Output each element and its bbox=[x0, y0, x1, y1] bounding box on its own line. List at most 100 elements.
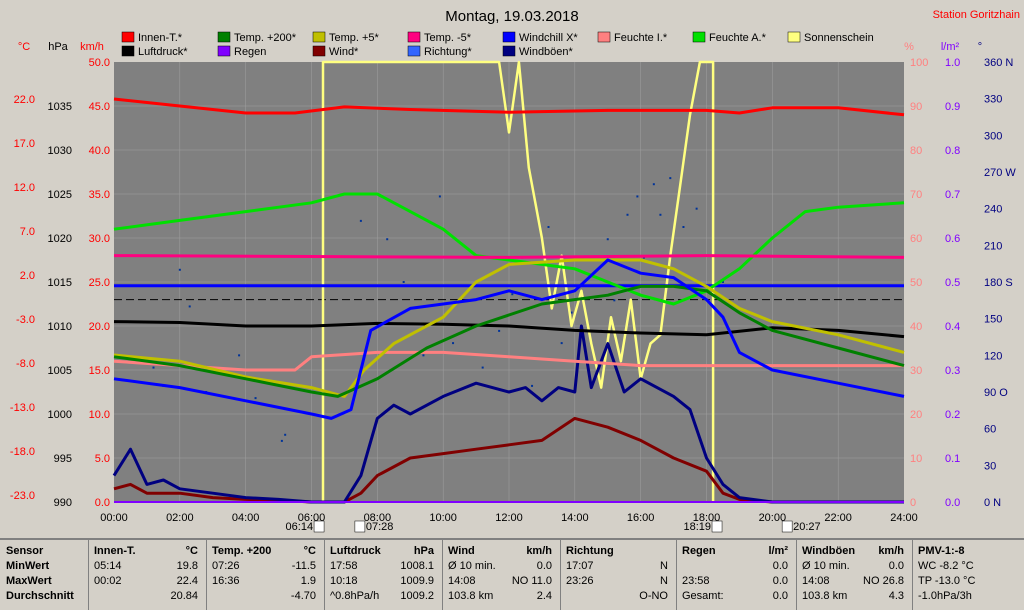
series-line bbox=[113, 416, 904, 504]
table-cell-value: NO 26.8 bbox=[863, 575, 904, 587]
x-tick-label: 02:00 bbox=[166, 512, 194, 524]
temp-tick-label: -8.0 bbox=[16, 358, 35, 370]
direction-point bbox=[238, 354, 241, 357]
table-cell-value: N bbox=[660, 575, 668, 587]
series-line bbox=[321, 60, 715, 502]
column-header: Wind bbox=[448, 545, 475, 557]
humidity-tick-label: 10 bbox=[910, 453, 922, 465]
direction-tick-label: 180 S bbox=[984, 277, 1013, 289]
column-header: Regen bbox=[682, 545, 716, 557]
table-cell: WC -8.2 °C bbox=[918, 560, 974, 572]
direction-point bbox=[152, 366, 155, 369]
humidity-tick-label: 30 bbox=[910, 365, 922, 377]
table-cell-value: 1008.1 bbox=[400, 560, 434, 572]
direction-point bbox=[498, 329, 501, 332]
wind-tick-label: 15.0 bbox=[89, 365, 110, 377]
pressure-tick-label: 995 bbox=[54, 453, 72, 465]
chart-title: Montag, 19.03.2018 bbox=[445, 8, 578, 25]
sun-marker-label: 20:27 bbox=[793, 521, 821, 533]
sun-markers: 06:14 07:28 18:19 20:27 bbox=[286, 520, 821, 533]
pressure-tick-label: 1035 bbox=[48, 101, 72, 113]
table-cell-value: O-NO bbox=[639, 590, 668, 602]
column-unit: °C bbox=[185, 545, 198, 557]
humidity-tick-label: 50 bbox=[910, 277, 922, 289]
pressure-tick-label: 1015 bbox=[48, 277, 72, 289]
rain-tick-label: 0.4 bbox=[945, 321, 960, 333]
legend-label: Wind* bbox=[329, 46, 359, 58]
sun-marker-label: 06:14 bbox=[286, 521, 314, 533]
column-header: Luftdruck bbox=[330, 545, 381, 557]
legend-swatch bbox=[312, 31, 326, 43]
direction-point bbox=[178, 268, 181, 271]
direction-point bbox=[652, 183, 655, 186]
table-column: Sensor MinWert MaxWert Durchschnitt bbox=[0, 540, 89, 610]
rain-tick-label: 0.8 bbox=[945, 145, 960, 157]
series-line bbox=[113, 284, 905, 398]
direction-tick-label: 30 bbox=[984, 460, 996, 472]
pressure-tick-label: 1025 bbox=[48, 189, 72, 201]
sun-marker-icon bbox=[781, 520, 793, 533]
direction-point bbox=[669, 177, 672, 180]
table-cell: Ø 10 min. bbox=[802, 560, 850, 572]
legend-label: Innen-T.* bbox=[138, 32, 183, 44]
table-cell-value: 1.9 bbox=[300, 575, 316, 587]
table-cell: Gesamt: bbox=[682, 590, 724, 602]
pressure-tick-label: 1005 bbox=[48, 365, 72, 377]
direction-tick-label: 300 bbox=[984, 130, 1002, 142]
table-cell-value: 1009.9 bbox=[400, 575, 434, 587]
direction-tick-label: 90 O bbox=[984, 387, 1008, 399]
temp-tick-label: -13.0 bbox=[10, 402, 35, 414]
rain-tick-label: 0.3 bbox=[945, 365, 960, 377]
rain-tick-label: 0.1 bbox=[945, 453, 960, 465]
wind-tick-label: 45.0 bbox=[89, 101, 110, 113]
column-header: Windböen bbox=[802, 545, 856, 557]
direction-tick-label: 360 N bbox=[984, 57, 1013, 69]
direction-point bbox=[284, 433, 287, 436]
pressure-tick-label: 990 bbox=[54, 497, 72, 509]
statistics-table: Sensor MinWert MaxWert Durchschnitt Innen-T.… bbox=[0, 538, 1024, 610]
rain-tick-label: 0.7 bbox=[945, 189, 960, 201]
table-cell-value: NO 11.0 bbox=[511, 575, 552, 587]
table-cell-value: 0.0 bbox=[888, 560, 904, 572]
humidity-tick-label: 80 bbox=[910, 145, 922, 157]
x-tick-label: 14:00 bbox=[561, 512, 589, 524]
direction-tick-label: 60 bbox=[984, 424, 996, 436]
row-label: MaxWert bbox=[6, 575, 52, 587]
wind-tick-label: 40.0 bbox=[89, 145, 110, 157]
legend-swatch bbox=[597, 31, 611, 43]
humidity-tick-label: 70 bbox=[910, 189, 922, 201]
rain-tick-label: 0.9 bbox=[945, 101, 960, 113]
unit-label-temp: °C bbox=[18, 41, 30, 53]
pressure-tick-label: 1030 bbox=[48, 145, 72, 157]
x-tick-label: 00:00 bbox=[100, 512, 128, 524]
humidity-tick-label: 0 bbox=[910, 497, 916, 509]
humidity-tick-label: 20 bbox=[910, 409, 922, 421]
table-cell-value: 19.8 bbox=[176, 560, 198, 572]
direction-point bbox=[606, 238, 609, 241]
wind-tick-label: 20.0 bbox=[89, 321, 110, 333]
sun-marker-label: 18:19 bbox=[684, 521, 712, 533]
temp-tick-label: -23.0 bbox=[10, 490, 35, 502]
table-cell: 23:26 bbox=[566, 575, 594, 587]
station-label: Station Goritzhain bbox=[933, 9, 1020, 21]
table-cell-value: 0.0 bbox=[772, 575, 788, 587]
direction-point bbox=[188, 305, 191, 308]
series-line bbox=[113, 258, 905, 398]
legend-swatch bbox=[217, 45, 231, 57]
table-column: Windböen km/h Ø 10 min. 0.0 14:08 NO 26.8 103.… bbox=[796, 540, 913, 610]
legend-swatch bbox=[312, 45, 326, 57]
legend-label: Windböen* bbox=[519, 46, 574, 58]
x-tick-label: 16:00 bbox=[627, 512, 655, 524]
legend-label: Temp. +5* bbox=[329, 32, 380, 44]
wind-tick-label: 0.0 bbox=[95, 497, 110, 509]
table-cell: 05:14 bbox=[94, 560, 122, 572]
direction-tick-label: 240 bbox=[984, 204, 1002, 216]
legend-swatch bbox=[121, 31, 135, 43]
plot-series bbox=[112, 60, 905, 504]
table-cell-value: N bbox=[660, 560, 668, 572]
sun-marker-icon bbox=[711, 520, 723, 533]
table-cell-value: 0.0 bbox=[772, 560, 788, 572]
wind-tick-label: 10.0 bbox=[89, 409, 110, 421]
direction-point bbox=[695, 207, 698, 210]
direction-point bbox=[254, 397, 257, 400]
